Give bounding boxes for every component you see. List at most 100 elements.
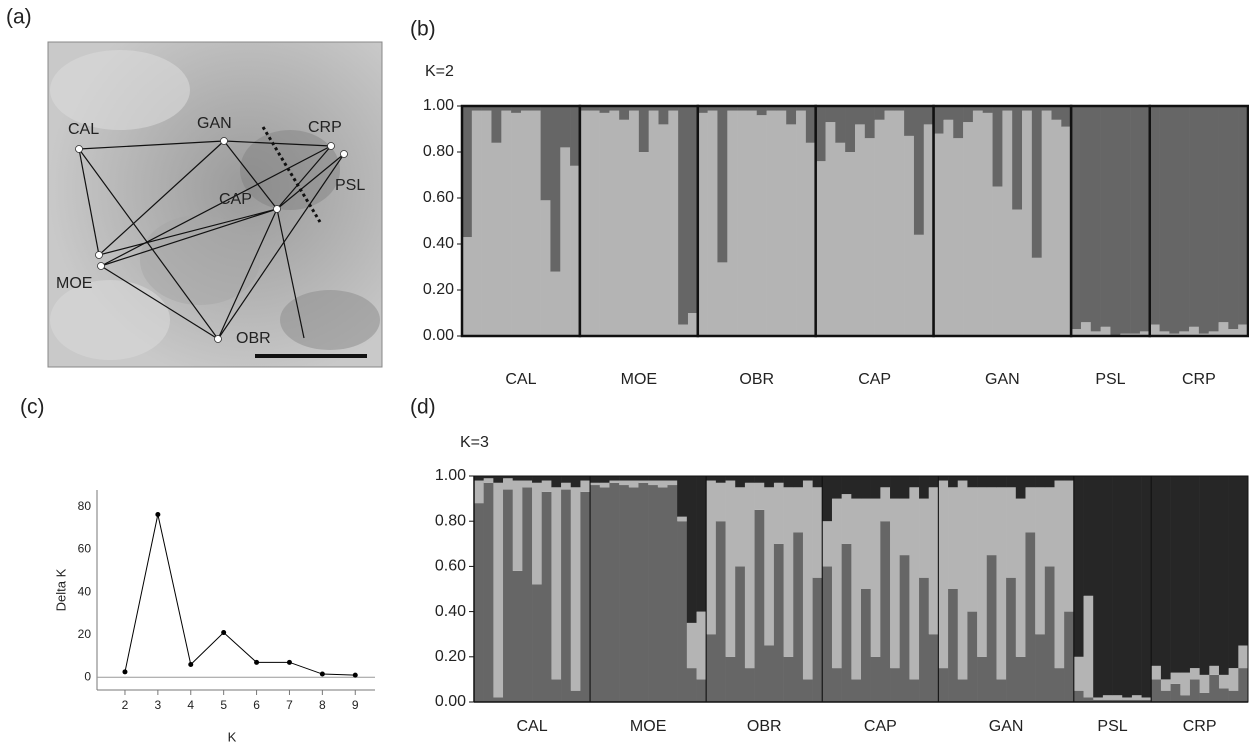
- membership-bar: [880, 476, 890, 487]
- x-tick-label: 4: [187, 698, 194, 712]
- membership-bar: [1219, 688, 1229, 702]
- membership-bar: [551, 487, 561, 679]
- membership-bar: [1071, 106, 1081, 329]
- membership-bar: [1081, 106, 1091, 322]
- site-label: GAN: [197, 115, 232, 132]
- membership-bar: [1093, 697, 1103, 699]
- membership-bar: [1219, 476, 1229, 675]
- membership-bar: [845, 106, 855, 152]
- membership-bar: [698, 113, 708, 336]
- membership-bar: [1122, 697, 1132, 699]
- membership-bar: [793, 476, 803, 487]
- membership-bar: [1209, 106, 1219, 331]
- membership-bar: [1055, 481, 1065, 669]
- membership-bar: [900, 499, 910, 555]
- y-axis-label: Delta K: [53, 568, 68, 611]
- membership-bar: [716, 521, 726, 702]
- membership-bar: [513, 476, 523, 481]
- membership-bar: [786, 106, 796, 124]
- membership-bar: [1101, 106, 1111, 327]
- membership-bar: [511, 113, 521, 336]
- membership-bar: [861, 589, 871, 702]
- membership-bar: [803, 476, 813, 481]
- membership-bar: [560, 147, 570, 336]
- membership-bar: [816, 106, 826, 161]
- membership-bar: [803, 481, 813, 680]
- membership-bar: [861, 499, 871, 589]
- membership-bar: [522, 481, 532, 488]
- membership-bar: [677, 521, 687, 702]
- membership-bar: [493, 483, 503, 698]
- membership-bar: [1012, 106, 1022, 210]
- membership-bar: [993, 106, 1003, 187]
- membership-bar: [1190, 476, 1200, 668]
- y-tick-label: 40: [78, 584, 92, 598]
- membership-bar: [958, 476, 968, 481]
- membership-bar: [996, 476, 1006, 487]
- membership-bar: [755, 476, 765, 483]
- membership-bar: [638, 483, 648, 702]
- membership-bar: [735, 566, 745, 702]
- membership-bar: [638, 481, 648, 483]
- membership-bar: [687, 668, 697, 702]
- membership-bar: [1171, 476, 1181, 673]
- membership-bar: [697, 679, 707, 702]
- membership-bar: [542, 476, 552, 481]
- site-label: MOE: [56, 275, 92, 292]
- delta-k-line: [125, 514, 355, 675]
- x-tick-label: 6: [253, 698, 260, 712]
- membership-bar: [726, 481, 736, 657]
- membership-bar: [737, 111, 747, 336]
- membership-bar: [600, 476, 610, 483]
- membership-bar: [649, 111, 659, 336]
- membership-bar: [1052, 120, 1062, 336]
- membership-bar: [590, 485, 600, 702]
- membership-bar: [938, 481, 948, 669]
- membership-bar: [1219, 322, 1229, 336]
- membership-bar: [1229, 691, 1239, 702]
- membership-bar: [551, 679, 561, 702]
- membership-bar: [1101, 327, 1111, 336]
- site-label: CAL: [68, 121, 99, 138]
- membership-bar: [503, 478, 513, 489]
- membership-bar: [658, 476, 668, 481]
- delta-k-point: [320, 672, 325, 677]
- membership-bar: [967, 476, 977, 487]
- membership-bar: [619, 120, 629, 336]
- membership-bar: [668, 485, 678, 702]
- y-tick-label: 0.40: [423, 235, 454, 252]
- panel-label: (d): [410, 396, 436, 419]
- membership-bar: [996, 679, 1006, 702]
- membership-bar: [726, 476, 736, 481]
- y-tick-label: 0.80: [435, 512, 466, 529]
- membership-bar: [987, 555, 997, 702]
- population-label: CRP: [1182, 371, 1216, 388]
- membership-bar: [1032, 258, 1042, 336]
- membership-bar: [747, 111, 757, 336]
- population-label: MOE: [630, 718, 666, 735]
- membership-bar: [929, 487, 939, 634]
- membership-bar: [1200, 675, 1210, 693]
- membership-bar: [1084, 596, 1094, 698]
- membership-bar: [659, 106, 669, 124]
- membership-bar: [1132, 695, 1142, 700]
- membership-bar: [687, 476, 697, 623]
- membership-bar: [813, 487, 823, 577]
- membership-bar: [629, 487, 639, 702]
- membership-bar: [953, 106, 963, 138]
- population-label: CRP: [1183, 718, 1217, 735]
- membership-bar: [865, 138, 875, 336]
- membership-bar: [561, 483, 571, 490]
- membership-bar: [1209, 675, 1219, 702]
- membership-bar: [541, 106, 551, 200]
- membership-bar: [832, 476, 842, 499]
- membership-bar: [1093, 476, 1103, 697]
- membership-bar: [1161, 691, 1171, 702]
- membership-bar: [1025, 533, 1035, 703]
- membership-bar: [629, 111, 639, 336]
- membership-bar: [745, 483, 755, 668]
- membership-bar: [580, 492, 590, 702]
- membership-bar: [919, 578, 929, 702]
- k-title: K=3: [460, 434, 489, 451]
- membership-bar: [501, 111, 511, 336]
